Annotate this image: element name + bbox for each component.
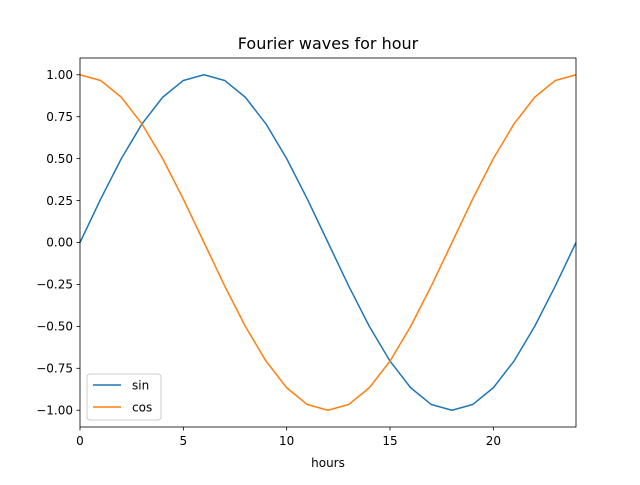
legend: sin cos [86, 373, 162, 421]
y-tick-label: −0.25 [36, 278, 73, 292]
y-axis: −1.00 −0.75 −0.50 −0.25 0.00 0.25 0.50 0.75 1.00 [36, 68, 80, 417]
y-tick-label: 0.00 [46, 236, 73, 250]
series-layer [79, 74, 577, 411]
y-tick-label: −1.00 [36, 403, 73, 417]
series-line-cos [79, 74, 577, 411]
y-tick-label: −0.50 [36, 320, 73, 334]
x-tick-label: 15 [382, 434, 397, 448]
y-tick-label: −0.75 [36, 361, 73, 375]
y-tick-label: 0.75 [46, 110, 73, 124]
x-tick-label: 5 [180, 434, 188, 448]
y-tick-label: 0.25 [46, 194, 73, 208]
y-tick-label: 1.00 [46, 68, 73, 82]
chart-title: Fourier waves for hour [238, 34, 419, 53]
x-tick-label: 20 [486, 434, 501, 448]
x-tick-label: 10 [279, 434, 294, 448]
x-axis: 0 5 10 15 20 [76, 427, 501, 448]
series-line-sin [79, 74, 577, 411]
y-tick-label: 0.50 [46, 152, 73, 166]
legend-label-cos: cos [132, 400, 152, 414]
x-axis-title: hours [311, 456, 345, 470]
x-tick-label: 0 [76, 434, 84, 448]
legend-label-sin: sin [132, 378, 149, 392]
